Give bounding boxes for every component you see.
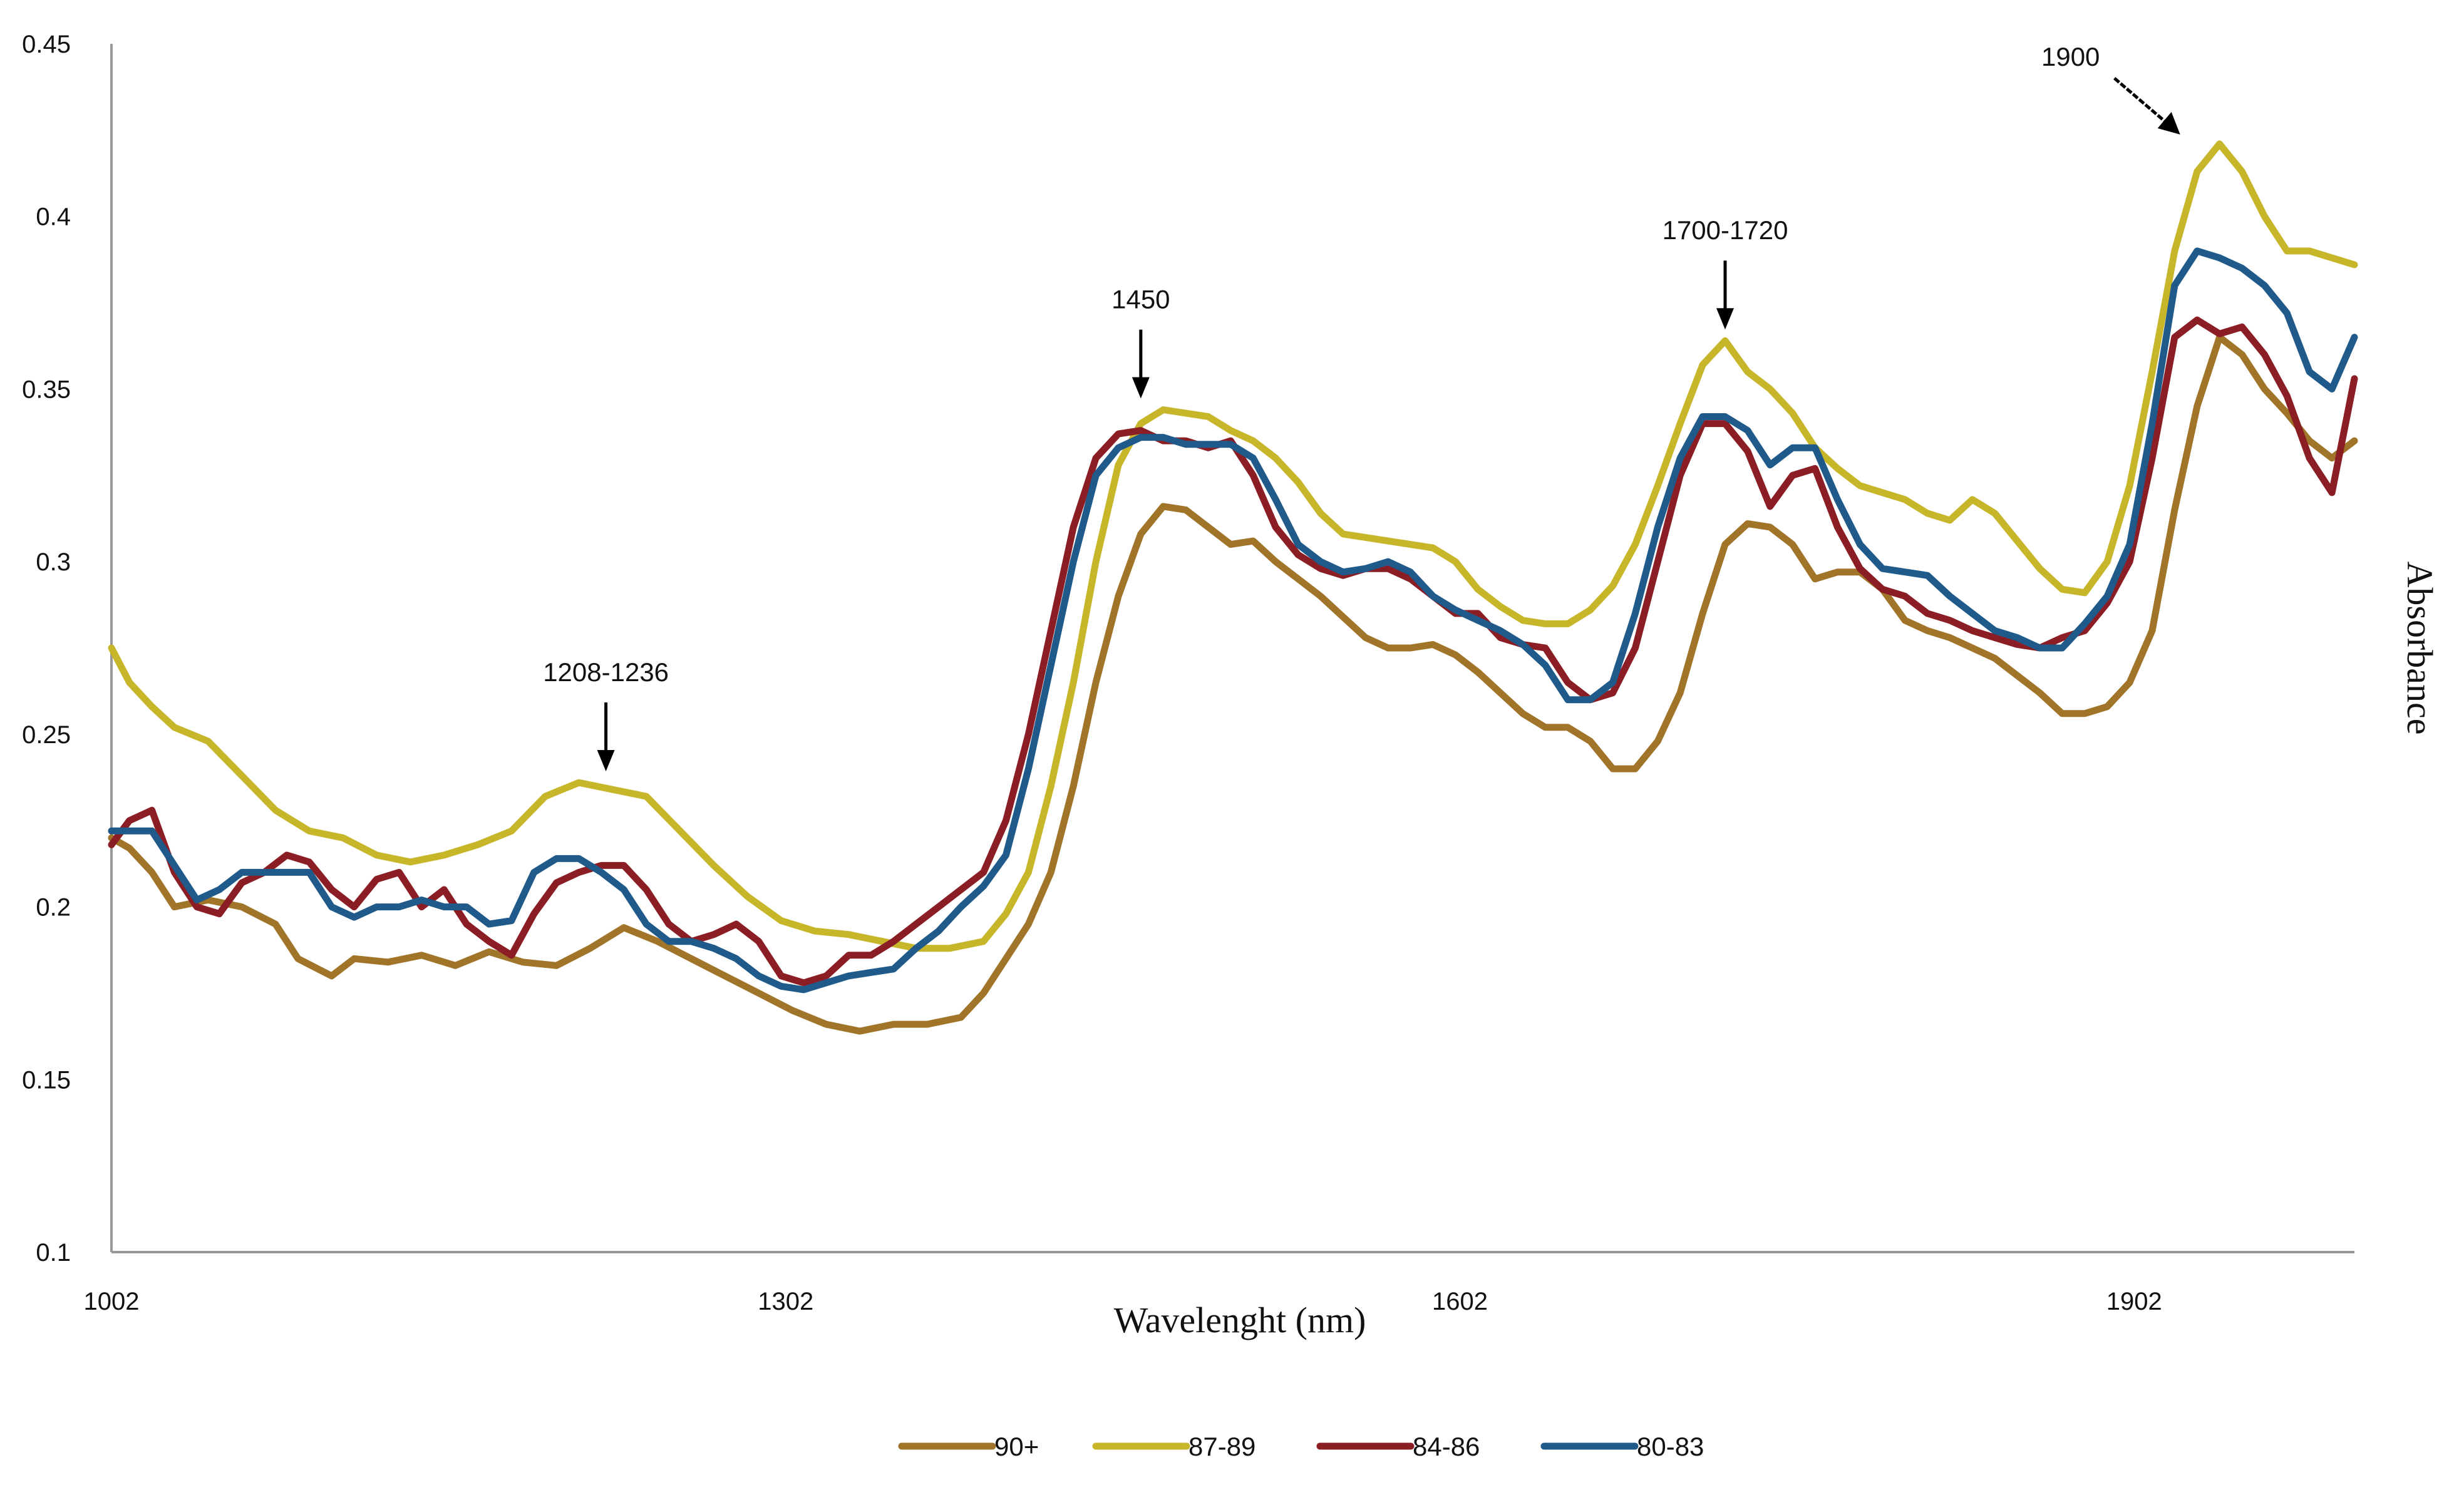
legend-label: 87-89 (1188, 1432, 1255, 1461)
annotation-arrow-head (2157, 111, 2180, 135)
y-tick-labels: 0.1 0.15 0.2 0.25 0.3 0.35 0.4 0.45 (22, 31, 71, 1267)
annotation-label: 1900 (2041, 42, 2100, 71)
annotation-arrow-head (1716, 308, 1735, 330)
legend: 90+ 87-89 84-86 80-83 (898, 1432, 1704, 1461)
y-axis-title: Absorbance (2400, 561, 2440, 734)
annotation-label: 1700-1720 (1662, 215, 1788, 245)
series-lines (108, 140, 2358, 1035)
legend-label: 80-83 (1637, 1432, 1704, 1461)
y-tick-label: 0.25 (22, 721, 71, 749)
y-tick-label: 0.45 (22, 31, 71, 58)
annotation-arrow-shaft (2113, 77, 2168, 124)
x-tick-label: 1002 (84, 1288, 140, 1315)
y-tick-label: 0.4 (36, 203, 71, 231)
annotation-arrow-head (597, 750, 615, 772)
series-line-84-86 (108, 316, 2358, 987)
legend-label: 84-86 (1413, 1432, 1480, 1461)
annotations: 1208-1236 1450 1700-1720 1900 (543, 42, 2180, 772)
x-tick-labels: 1002 1302 1602 1902 (84, 1288, 2162, 1315)
y-tick-label: 0.15 (22, 1066, 71, 1094)
legend-label: 90+ (994, 1432, 1039, 1461)
series-line-80-83 (108, 247, 2358, 994)
annotation-arrow-head (1131, 377, 1150, 399)
x-tick-label: 1302 (758, 1288, 813, 1315)
x-tick-label: 1602 (1432, 1288, 1488, 1315)
annotation-label: 1450 (1111, 285, 1170, 314)
series-line-87-89 (108, 140, 2358, 952)
annotation-label: 1208-1236 (543, 657, 669, 687)
x-axis-title: Wavelenght (nm) (1114, 1300, 1366, 1340)
y-tick-label: 0.3 (36, 548, 71, 576)
y-tick-label: 0.35 (22, 376, 71, 403)
x-tick-label: 1902 (2106, 1288, 2162, 1315)
series-line-90 (108, 334, 2358, 1035)
y-tick-label: 0.2 (36, 894, 71, 922)
y-tick-label: 0.1 (36, 1239, 71, 1267)
